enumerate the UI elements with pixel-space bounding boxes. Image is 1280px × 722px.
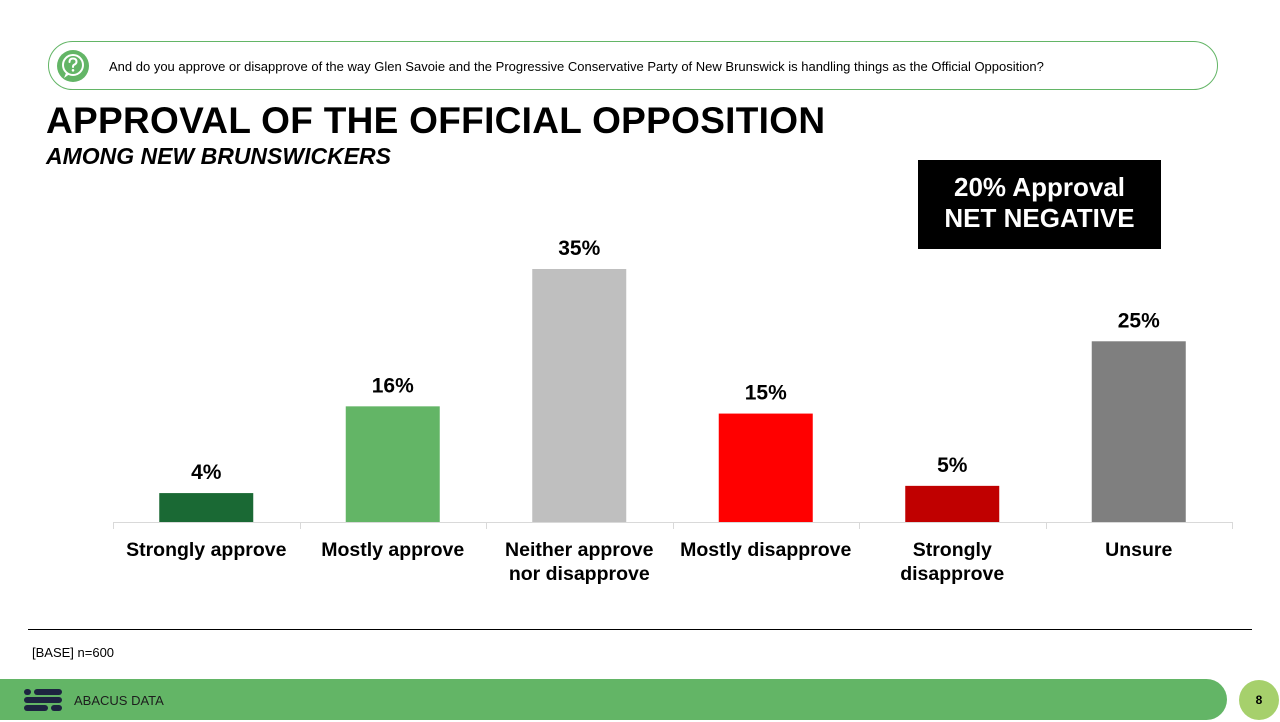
data-label: 5% bbox=[937, 454, 968, 477]
callout-line-2: NET NEGATIVE bbox=[944, 203, 1135, 233]
brand-name: ABACUS DATA bbox=[74, 693, 164, 708]
bar bbox=[1091, 341, 1186, 522]
category-label: Mostly disapprove bbox=[680, 539, 851, 561]
data-label: 15% bbox=[745, 382, 787, 405]
bar-chart: 4% Strongly approve 16% Mostly approve 35% Ne… bbox=[113, 237, 1233, 585]
category-label: nor disapprove bbox=[509, 563, 650, 585]
bar bbox=[532, 269, 627, 522]
category-label: disapprove bbox=[900, 563, 1004, 585]
page-subtitle: AMONG NEW BRUNSWICKERS bbox=[46, 143, 391, 169]
category-label: Unsure bbox=[1105, 539, 1172, 561]
footer-bar: ABACUS DATA bbox=[0, 679, 1227, 720]
abacus-logo-icon bbox=[24, 689, 62, 711]
callout-line-1: 20% Approval bbox=[954, 172, 1125, 202]
bar bbox=[159, 493, 254, 522]
base-note: [BASE] n=600 bbox=[32, 645, 115, 660]
data-label: 16% bbox=[372, 374, 414, 397]
category-label: Neither approve bbox=[505, 539, 654, 561]
data-label: 35% bbox=[558, 237, 600, 260]
bar bbox=[905, 485, 1000, 522]
question-text: And do you approve or disapprove of the … bbox=[109, 59, 1044, 74]
question-box: And do you approve or disapprove of the … bbox=[48, 41, 1218, 90]
approval-callout: 20% Approval NET NEGATIVE bbox=[918, 160, 1161, 249]
page-title: APPROVAL OF THE OFFICIAL OPPOSITION bbox=[46, 100, 826, 141]
category-label: Strongly bbox=[913, 539, 992, 561]
page-number: 8 bbox=[1239, 680, 1279, 720]
category-label: Strongly approve bbox=[126, 539, 287, 561]
bar bbox=[718, 413, 813, 522]
category-label: Mostly approve bbox=[321, 539, 464, 561]
data-label: 25% bbox=[1118, 309, 1160, 332]
question-bubble-icon bbox=[57, 50, 89, 82]
bar bbox=[345, 406, 440, 522]
footer-divider bbox=[28, 629, 1252, 630]
data-label: 4% bbox=[191, 461, 222, 484]
